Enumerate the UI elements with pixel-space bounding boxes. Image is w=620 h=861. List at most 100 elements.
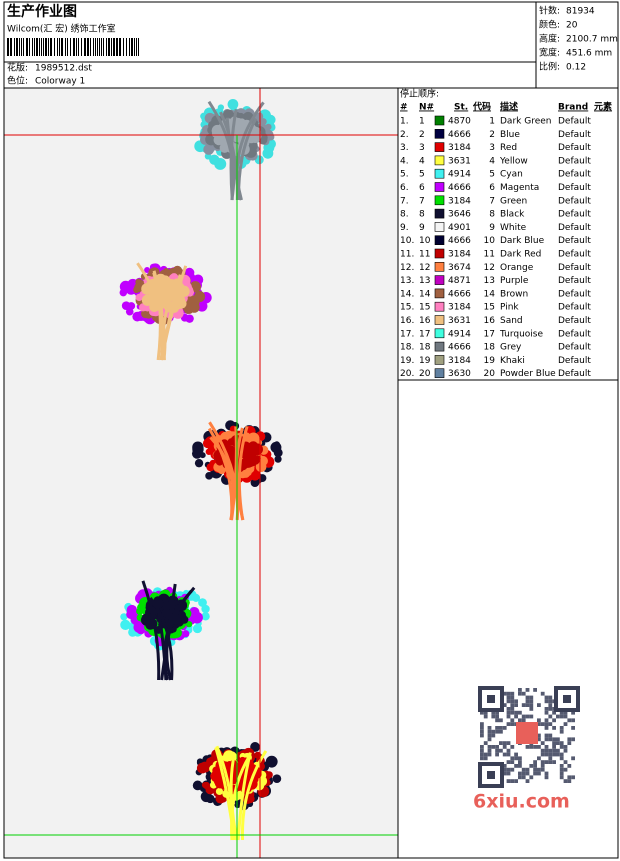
- row-code: 16: [484, 316, 496, 326]
- qr-cell: [559, 752, 564, 757]
- bar: [70, 38, 71, 56]
- foliage: [127, 302, 136, 310]
- qr-cell: [487, 729, 492, 734]
- bar: [34, 38, 35, 56]
- qr-cell: [510, 707, 515, 711]
- table-caption: 停止顺序:: [400, 88, 439, 100]
- row-index: 1.: [400, 117, 409, 127]
- row-description: Turquoise: [499, 329, 543, 339]
- row-st: 3184: [448, 196, 471, 206]
- bar: [116, 38, 118, 56]
- qr-cell: [571, 718, 575, 723]
- qr-cell: [491, 729, 496, 734]
- qr-cell: [548, 695, 553, 700]
- qr-cell: [506, 767, 511, 772]
- row-n: 6: [419, 183, 425, 193]
- qr-cell: [495, 748, 499, 753]
- bar: [57, 38, 58, 56]
- qr-cell: [518, 691, 522, 696]
- row-st: 3674: [448, 263, 471, 273]
- qr-cell: [491, 710, 496, 715]
- column-header: Brand: [558, 103, 588, 113]
- qr-cell: [540, 691, 545, 696]
- row-description: Dark Blue: [500, 236, 545, 246]
- bar: [95, 38, 96, 56]
- qr-cell: [529, 703, 534, 707]
- qr-cell: [506, 748, 511, 753]
- qr-cell: [537, 733, 541, 738]
- qr-cell: [480, 722, 484, 726]
- qr-cell: [540, 748, 545, 753]
- row-brand: Default: [558, 250, 591, 260]
- row-n: 13: [419, 276, 430, 286]
- bar: [93, 38, 94, 56]
- row-index: 3.: [400, 143, 409, 153]
- qr-cell: [537, 722, 541, 726]
- qr-cell: [563, 745, 568, 749]
- color-swatch: [434, 155, 445, 166]
- qr-cell: [518, 764, 522, 768]
- bar: [119, 38, 121, 56]
- qr-cell: [525, 771, 530, 776]
- qr-cell: [544, 695, 549, 700]
- info-value: 0.12: [566, 63, 586, 73]
- qr-cell: [506, 699, 511, 704]
- qr-cell: [556, 714, 560, 719]
- row-brand: Default: [558, 210, 591, 220]
- row-code: 4: [489, 156, 495, 166]
- foliage: [208, 443, 216, 450]
- row-code: 6: [489, 183, 495, 193]
- row-n: 7: [419, 196, 425, 206]
- qr-cell: [514, 699, 518, 704]
- color-swatch: [434, 182, 445, 192]
- row-index: 12.: [400, 263, 414, 273]
- info-label: 颜色:: [539, 19, 560, 31]
- color-swatch: [434, 195, 445, 206]
- bar: [10, 38, 12, 56]
- bar: [36, 38, 38, 56]
- row-brand: Default: [558, 236, 591, 246]
- qr-cell: [571, 756, 575, 761]
- foliage: [267, 133, 275, 141]
- qr-cell: [525, 688, 530, 692]
- foliage: [255, 461, 267, 473]
- qr-cell: [506, 695, 511, 700]
- qr-cell: [552, 741, 556, 745]
- foliage: [265, 755, 278, 768]
- bar: [73, 38, 75, 56]
- qr-cell: [495, 726, 499, 730]
- row-index: 4.: [400, 156, 409, 166]
- qr-cell: [510, 745, 515, 749]
- qr-cell: [544, 733, 549, 738]
- bar: [111, 38, 112, 56]
- info-value: 451.6 mm: [566, 49, 612, 59]
- qr-cell: [525, 703, 530, 707]
- qr-cell: [514, 714, 518, 719]
- foliage: [242, 459, 251, 468]
- row-n: 10: [419, 236, 431, 246]
- row-brand: Default: [558, 223, 591, 233]
- foliage: [259, 118, 267, 126]
- foliage: [120, 619, 131, 630]
- title: 生产作业图: [7, 3, 77, 20]
- qr-cell: [510, 703, 515, 707]
- foliage: [250, 455, 260, 465]
- row-code: 9: [489, 223, 495, 233]
- row-code: 2: [489, 130, 495, 140]
- row-description: Khaki: [500, 356, 525, 366]
- qr-cell: [518, 688, 522, 692]
- row-brand: Default: [558, 143, 591, 153]
- qr-cell: [544, 722, 549, 726]
- qr-cell: [502, 703, 507, 707]
- qr-cell: [540, 752, 545, 757]
- bar: [76, 38, 77, 56]
- qr-cell: [571, 726, 575, 730]
- qr-cell: [502, 752, 507, 757]
- info-value: 20: [566, 21, 578, 31]
- qr-cell: [495, 710, 499, 715]
- qr-cell: [510, 722, 515, 726]
- info-value: 81934: [566, 7, 595, 17]
- colorway: Colorway 1: [35, 77, 85, 87]
- row-code: 7: [489, 196, 495, 206]
- design-preview: [119, 98, 283, 841]
